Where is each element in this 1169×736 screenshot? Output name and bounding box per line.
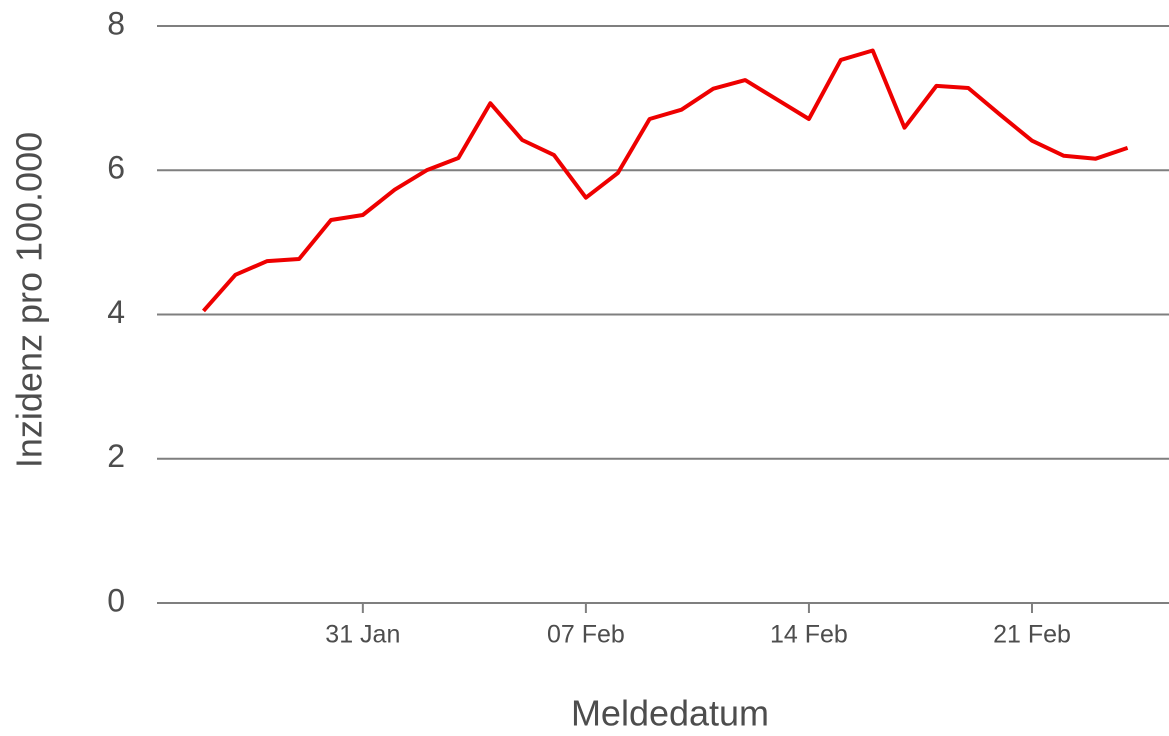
x-tick-label: 07 Feb (547, 621, 625, 649)
data-line (202, 48, 1129, 313)
y-tick-label: 0 (107, 582, 125, 618)
y-axis-title: Inzidenz pro 100.000 (9, 132, 50, 468)
x-axis-title: Meldedatum (571, 693, 769, 731)
y-tick-label: 4 (107, 294, 125, 330)
x-tick-label: 14 Feb (770, 621, 848, 649)
y-tick-label: 6 (107, 150, 125, 186)
x-tick-label: 31 Jan (325, 621, 400, 649)
x-tick-label: 21 Feb (993, 621, 1071, 649)
y-tick-label: 8 (107, 5, 125, 41)
y-tick-label: 2 (107, 438, 125, 474)
